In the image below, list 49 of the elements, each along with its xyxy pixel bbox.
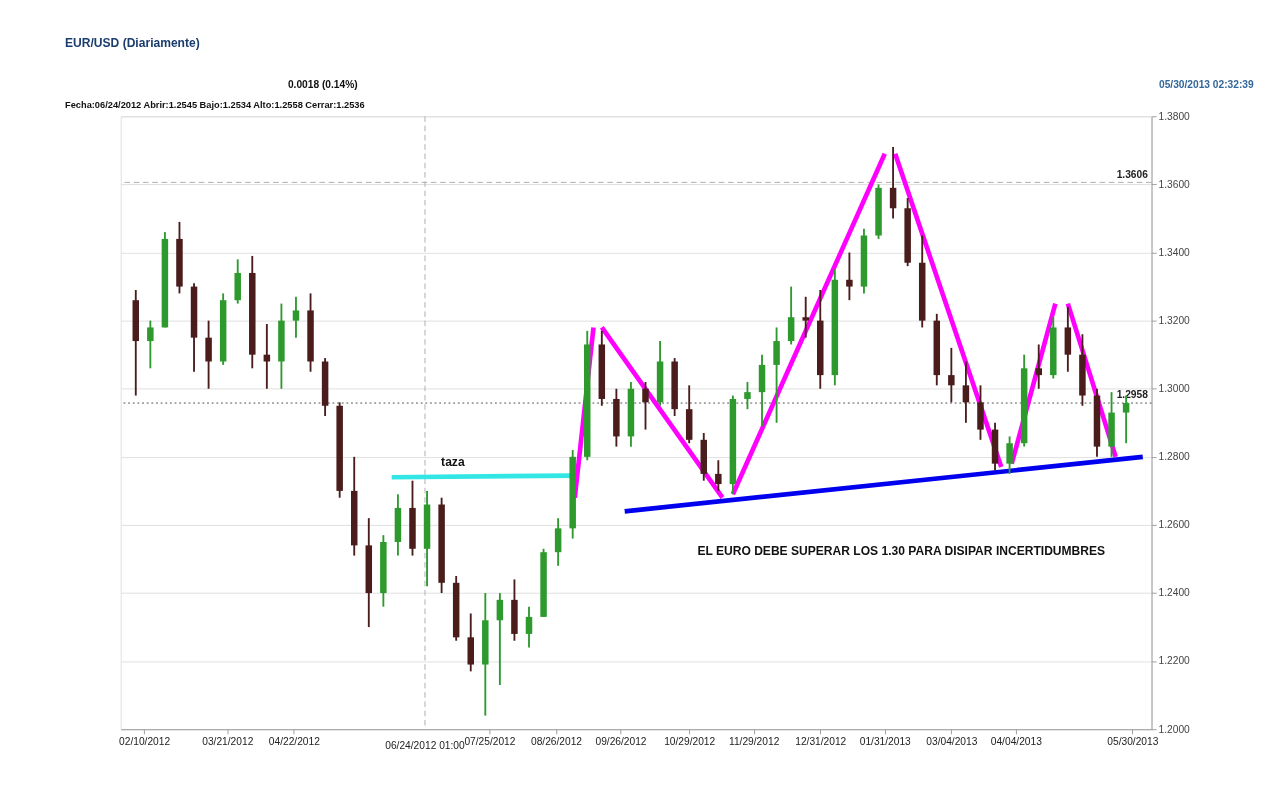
- y-tick-label: 1.3600: [1158, 178, 1191, 190]
- y-tick-label: 1.2200: [1158, 655, 1191, 667]
- candlestick: [802, 295, 809, 339]
- candlestick: [147, 319, 154, 370]
- text: 0.0018 (0.14%): [287, 78, 358, 90]
- x-tick-label: 02/10/2012: [119, 735, 171, 747]
- x-tick-label: 07/25/2012: [464, 735, 516, 747]
- candlestick: [496, 592, 504, 686]
- y-tick-label: 1.3200: [1158, 314, 1191, 326]
- chart-title: EUR/USD (Diariamente): [65, 35, 200, 50]
- y-tick-label: 1.2000: [1158, 723, 1191, 735]
- text: Fecha:06/24/2012 Abrir:1.2545 Bajo:1.2534 Alto:1.2558 Cerrar:1.2536: [65, 99, 365, 110]
- candlestick: [715, 459, 722, 492]
- candlestick: [1035, 343, 1042, 390]
- candlestick: [744, 381, 751, 411]
- x-tick-label: 05/30/2013: [1107, 735, 1159, 747]
- x-tick-label: 11/29/2012: [729, 735, 780, 747]
- candlestick: [846, 251, 853, 302]
- candlestick: [889, 146, 897, 220]
- candlestick: [773, 326, 780, 424]
- candlestick: [554, 517, 562, 567]
- text: 05/30/2013 02:32:39: [1158, 78, 1255, 90]
- x-tick-label: 04/22/2012: [268, 735, 321, 747]
- x-tick-label: 03/21/2012: [202, 735, 254, 747]
- candlestick: [292, 295, 300, 339]
- ref-line-label: 1.2958: [1116, 389, 1149, 401]
- ref-line-label: 1.3606: [1116, 168, 1149, 180]
- x-tick-label: 01/31/2013: [859, 735, 912, 747]
- candlestick: [787, 285, 795, 346]
- annotation: EL EURO DEBE SUPERAR LOS 1.30 PARA DISIPAR INCERTIDUMBRES: [697, 543, 1106, 558]
- x-tick-label: 08/26/2012: [530, 735, 583, 747]
- candlestick: [948, 346, 955, 404]
- candlestick: [1006, 435, 1013, 475]
- candlestick: [642, 381, 649, 431]
- candlestick: [962, 360, 970, 424]
- y-tick-label: 1.3400: [1158, 246, 1191, 258]
- y-tick-label: 1.2600: [1158, 519, 1191, 531]
- y-tick-label: 1.3000: [1158, 382, 1191, 394]
- y-tick-label: 1.2400: [1158, 587, 1191, 599]
- y-tick-label: 1.2800: [1158, 451, 1191, 463]
- annotation: taza: [441, 454, 465, 469]
- x-tick-label: 10/29/2012: [664, 735, 716, 747]
- x-tick-label: 04/04/2013: [990, 735, 1043, 747]
- candlestick: [205, 319, 212, 390]
- x-tick-label: 03/04/2013: [926, 735, 978, 747]
- x-tick-label: 09/26/2012: [595, 735, 647, 747]
- candlestick: [525, 605, 533, 649]
- x-tick-label: 12/31/2012: [795, 735, 847, 747]
- y-tick-label: 1.3800: [1158, 110, 1191, 122]
